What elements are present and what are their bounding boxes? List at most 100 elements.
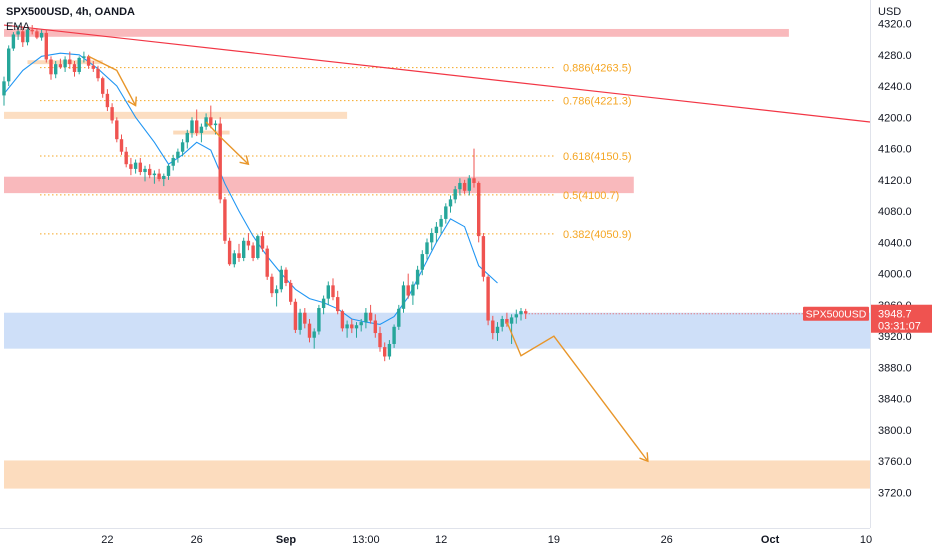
price-tick-label: 4280.0: [878, 50, 912, 62]
candle-body: [387, 343, 392, 357]
candle-body: [72, 64, 77, 72]
candle: [415, 265, 420, 290]
candle-body: [453, 189, 457, 200]
price-tick-label: 4000.0: [878, 269, 912, 281]
candle-body: [39, 32, 44, 38]
candle: [2, 76, 6, 106]
price-tick-label: 4120.0: [878, 175, 912, 187]
candle-body: [119, 139, 124, 152]
candle: [500, 315, 504, 332]
symbol-tag: [803, 306, 869, 321]
candle: [425, 238, 429, 260]
candle: [25, 28, 30, 46]
candle-body: [270, 276, 274, 294]
candle-body: [129, 164, 133, 169]
candle-body: [373, 320, 377, 334]
candle-body: [124, 151, 128, 165]
candle: [148, 164, 152, 179]
candle-body: [444, 206, 448, 219]
last-price-value: 3948.7: [878, 309, 912, 321]
candle-body: [495, 326, 500, 334]
candle: [77, 56, 81, 75]
projection-arrow-main-head: [639, 452, 649, 463]
candle-body: [430, 232, 434, 243]
projection-arrow-1-head: [127, 96, 137, 107]
candle-body: [331, 285, 335, 298]
candle: [35, 28, 39, 40]
candle-body: [110, 107, 114, 121]
indicator-label[interactable]: EMA: [6, 21, 30, 33]
candle-body: [467, 178, 471, 191]
candle-body: [307, 323, 312, 338]
candle: [514, 309, 518, 324]
candle-body: [232, 253, 236, 265]
candle-body: [152, 173, 157, 176]
candle-body: [260, 236, 265, 249]
candle: [96, 65, 100, 82]
candle-body: [91, 65, 95, 69]
trend-line: [3, 24, 871, 123]
candle-body: [115, 120, 119, 140]
candle: [49, 56, 53, 80]
candle-body: [406, 285, 410, 296]
candle: [232, 250, 236, 268]
candle-body: [7, 48, 11, 82]
candle-body: [293, 301, 298, 330]
candle-body: [256, 236, 260, 258]
candle: [237, 243, 241, 262]
fib-label: 0.618(4150.5): [563, 151, 632, 163]
candle-body: [77, 57, 81, 72]
candle-body: [284, 269, 288, 284]
candle: [387, 340, 392, 360]
candle-body: [242, 240, 246, 258]
projection-arrow-2: [205, 121, 249, 165]
candle-body: [359, 322, 363, 326]
candle-body: [30, 29, 34, 32]
fib-label: 0.382(4050.9): [563, 229, 632, 241]
candle: [397, 304, 401, 330]
candle: [7, 45, 11, 87]
candle: [58, 58, 63, 69]
candle: [509, 314, 514, 344]
candle-body: [213, 123, 218, 126]
candle-body: [336, 297, 340, 312]
candle: [312, 328, 316, 349]
candle: [331, 278, 335, 301]
candle: [317, 304, 321, 335]
candle-body: [138, 162, 142, 173]
symbol-line: SPX500USD, 4h, OANDA: [6, 6, 135, 18]
candle: [373, 314, 377, 338]
candle: [270, 273, 274, 298]
candle: [39, 29, 44, 41]
supply-zone-upper: [4, 111, 348, 119]
candle: [350, 318, 354, 334]
candle-body: [218, 123, 222, 200]
candle: [326, 281, 330, 305]
candle: [115, 117, 119, 143]
candle-body: [491, 320, 495, 334]
candle-body: [133, 162, 138, 169]
candle: [274, 285, 279, 307]
candle-body: [54, 64, 58, 75]
candle: [152, 170, 157, 184]
candle-body: [68, 59, 72, 65]
candle-body: [274, 289, 279, 294]
candle: [364, 308, 368, 329]
candle-body: [11, 34, 16, 49]
candle-body: [500, 318, 504, 327]
time-tick-label: 26: [191, 534, 203, 546]
candle-body: [44, 32, 48, 60]
resistance-zone-top: [4, 28, 789, 37]
candle: [171, 154, 175, 171]
projection-arrow-1: [88, 55, 137, 106]
candle-body: [58, 64, 63, 68]
candle: [439, 215, 443, 233]
candle: [204, 113, 208, 130]
candle: [467, 175, 471, 196]
candle: [143, 165, 147, 182]
candle-body: [514, 314, 518, 318]
candle-body: [477, 182, 481, 237]
candle: [378, 326, 382, 352]
candle: [279, 265, 283, 293]
